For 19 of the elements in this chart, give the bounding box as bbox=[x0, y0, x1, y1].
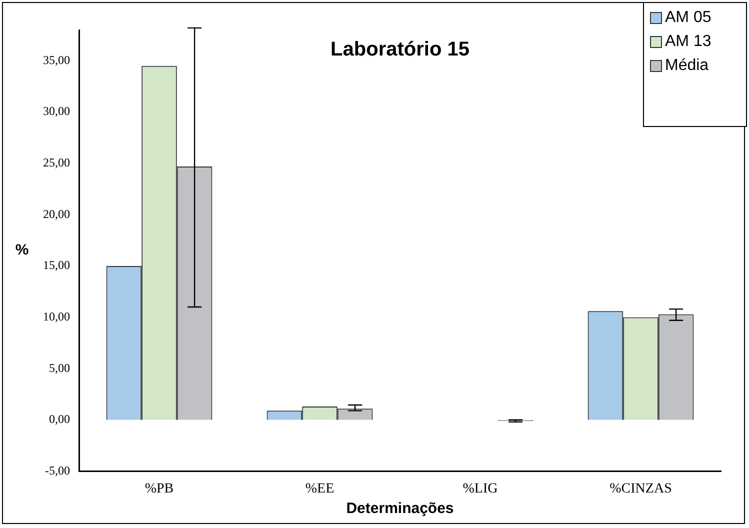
y-tick-label: 5,00 bbox=[49, 360, 70, 375]
y-axis-title: % bbox=[15, 242, 29, 259]
x-tick-label: %LIG bbox=[462, 481, 498, 496]
y-tick-label: 25,00 bbox=[43, 156, 70, 170]
x-axis-title: Determinações bbox=[346, 500, 454, 518]
x-tick-label: %CINZAS bbox=[610, 481, 672, 496]
y-tick-label: -5,00 bbox=[45, 463, 70, 478]
text: Laboratório 15 bbox=[330, 38, 470, 61]
y-tick-label: 20,00 bbox=[43, 206, 70, 221]
y-tick-label: 35,00 bbox=[43, 52, 70, 67]
legend-label: Média bbox=[665, 57, 709, 75]
legend-label: AM 13 bbox=[665, 33, 712, 51]
y-tick-label: 10,00 bbox=[43, 309, 70, 324]
y-tick-label: 0,00 bbox=[49, 412, 70, 426]
y-tick-label: 30,00 bbox=[43, 104, 70, 118]
x-tick-label: %EE bbox=[305, 481, 334, 496]
legend-label: AM 05 bbox=[665, 9, 712, 27]
x-tick-label: %PB bbox=[144, 481, 174, 496]
y-tick-label: 15,00 bbox=[43, 258, 70, 272]
